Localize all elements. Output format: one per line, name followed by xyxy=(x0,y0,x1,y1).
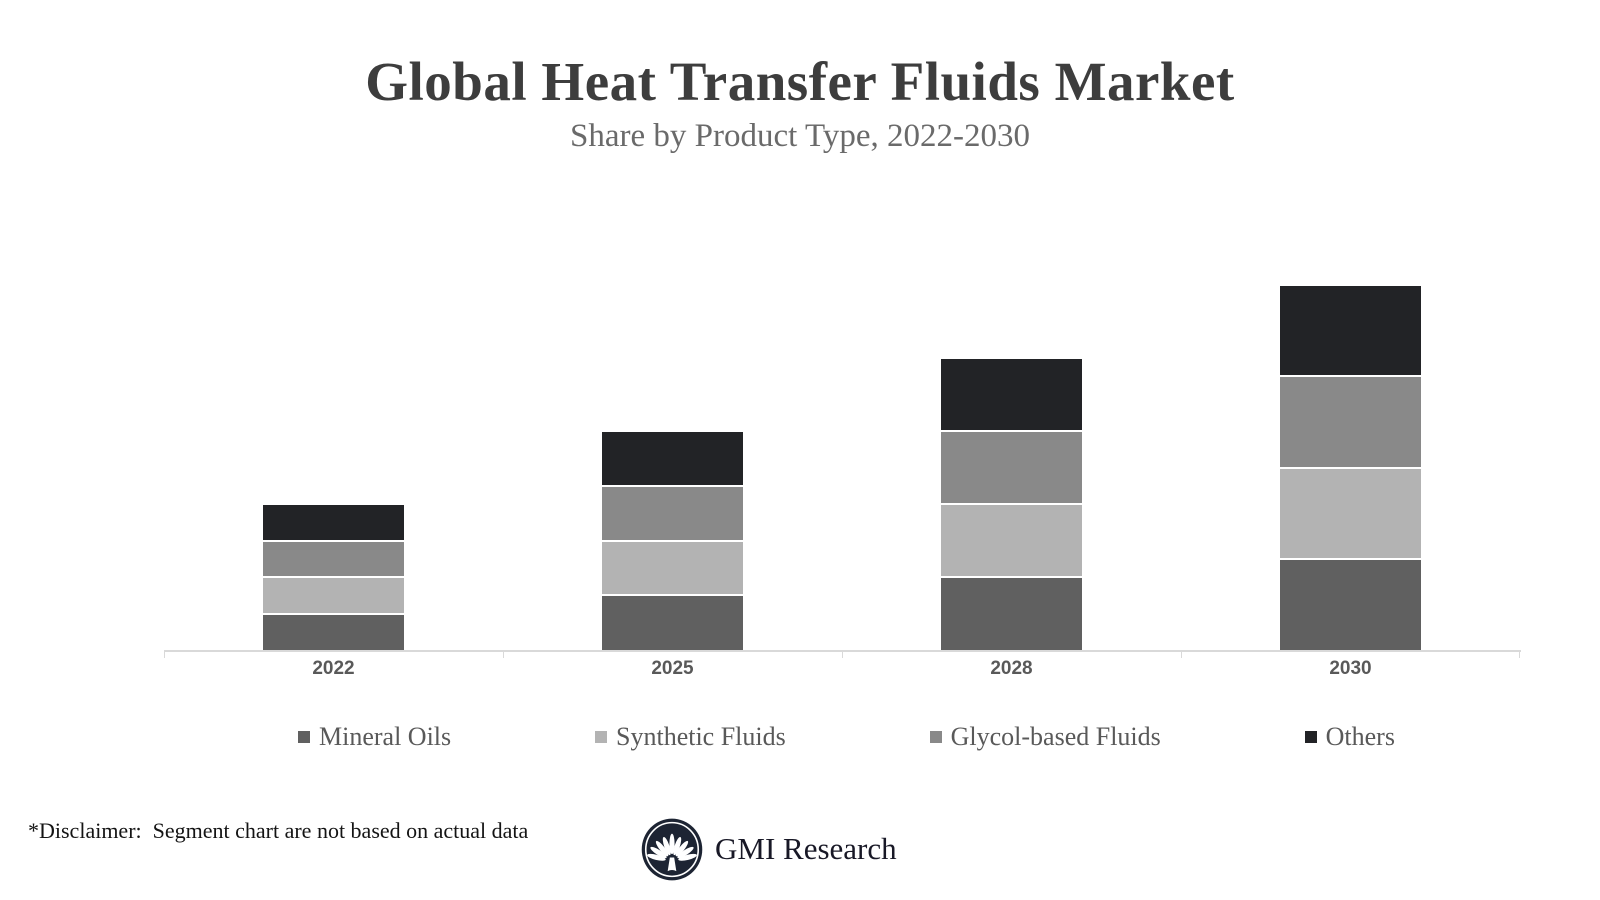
brand-name: GMI Research xyxy=(715,831,897,866)
x-axis-tick xyxy=(164,650,165,658)
bar-segment-synthetic-fluids-2030 xyxy=(1280,468,1421,560)
legend-swatch-icon xyxy=(298,731,310,743)
legend-item-glycol-based-fluids: Glycol-based Fluids xyxy=(929,722,1161,752)
x-axis-tick xyxy=(503,650,504,658)
bar-segment-others-2028 xyxy=(941,359,1082,432)
bar-segment-glycol-based-fluids-2030 xyxy=(1280,377,1421,469)
legend: Mineral Oils Synthetic Fluids Glycol-based… xyxy=(298,722,1395,752)
bar-segment-glycol-based-fluids-2028 xyxy=(941,432,1082,505)
bar-segment-others-2022 xyxy=(263,505,404,542)
disclaimer-text: *Disclaimer: Segment chart are not based… xyxy=(28,818,529,843)
bar-segment-mineral-oils-2025 xyxy=(602,596,743,651)
legend-swatch-icon xyxy=(1304,731,1317,743)
legend-item-mineral-oils: Mineral Oils xyxy=(298,722,451,752)
legend-label: Mineral Oils xyxy=(319,722,452,751)
legend-label: Synthetic Fluids xyxy=(616,722,786,751)
gmi-logo-icon xyxy=(641,818,703,880)
bar-segment-synthetic-fluids-2028 xyxy=(941,505,1082,578)
x-axis-label-2028: 2028 xyxy=(990,658,1033,679)
bar-segment-synthetic-fluids-2022 xyxy=(263,578,404,615)
stacked-bar-2028 xyxy=(941,359,1082,651)
bar-segment-glycol-based-fluids-2022 xyxy=(263,541,404,578)
bar-segment-mineral-oils-2030 xyxy=(1280,559,1421,651)
plot-area xyxy=(164,180,1520,651)
x-axis-label-2025: 2025 xyxy=(651,658,694,679)
legend-label: Others xyxy=(1325,722,1395,751)
bar-segment-mineral-oils-2028 xyxy=(941,578,1082,651)
x-axis-label-2022: 2022 xyxy=(312,658,355,679)
bar-segment-mineral-oils-2022 xyxy=(263,614,404,651)
x-axis-tick xyxy=(842,650,843,658)
bar-segment-others-2030 xyxy=(1280,286,1421,378)
chart-subtitle: Share by Product Type, 2022-2030 xyxy=(570,118,1030,154)
legend-swatch-icon xyxy=(929,731,942,743)
stacked-bar-2030 xyxy=(1280,286,1421,651)
chart-title: Global Heat Transfer Fluids Market xyxy=(365,51,1235,112)
bar-segment-glycol-based-fluids-2025 xyxy=(602,486,743,542)
bar-segment-synthetic-fluids-2025 xyxy=(602,541,743,597)
brand-footer: GMI Research xyxy=(641,817,897,881)
stacked-bar-2025 xyxy=(602,432,743,651)
legend-item-synthetic-fluids: Synthetic Fluids xyxy=(595,722,786,752)
x-axis-tick xyxy=(1519,650,1520,658)
stacked-bar-2022 xyxy=(263,505,404,651)
x-axis-tick xyxy=(1181,650,1182,658)
legend-item-others: Others xyxy=(1304,722,1395,752)
legend-swatch-icon xyxy=(595,731,608,743)
legend-label: Glycol-based Fluids xyxy=(950,722,1161,751)
x-axis-label-2030: 2030 xyxy=(1329,658,1372,679)
bar-segment-others-2025 xyxy=(602,432,743,487)
